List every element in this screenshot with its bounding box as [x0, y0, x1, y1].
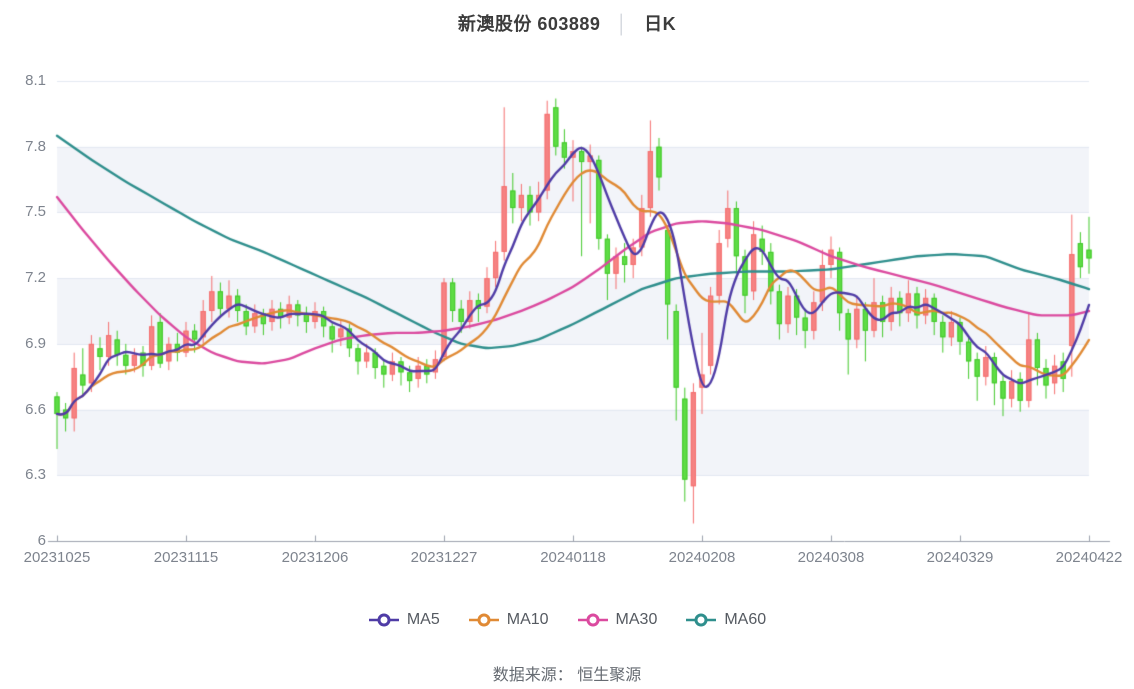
stock-title: 新澳股份 603889 — [457, 14, 601, 34]
chart-legend: MA5 MA10 MA30 MA60 — [0, 611, 1134, 629]
ma10-legend-icon — [468, 613, 499, 627]
legend-item-ma60[interactable]: MA60 — [685, 611, 766, 629]
legend-item-ma30[interactable]: MA30 — [577, 611, 658, 629]
chart-title: 新澳股份 603889 │ 日K — [0, 10, 1134, 36]
legend-label-ma5: MA5 — [406, 611, 440, 628]
legend-label-ma60: MA60 — [724, 611, 767, 628]
legend-label-ma30: MA30 — [615, 611, 658, 628]
legend-item-ma10[interactable]: MA10 — [468, 611, 549, 629]
ma5-legend-icon — [368, 613, 399, 627]
data-source-note: 数据来源： 恒生聚源 — [492, 667, 642, 684]
title-separator: │ — [616, 14, 629, 34]
legend-item-ma5[interactable]: MA5 — [368, 611, 440, 629]
ma60-legend-icon — [686, 613, 717, 627]
legend-label-ma10: MA10 — [506, 611, 549, 628]
period-label: 日K — [644, 14, 677, 34]
ma30-legend-icon — [577, 613, 608, 627]
